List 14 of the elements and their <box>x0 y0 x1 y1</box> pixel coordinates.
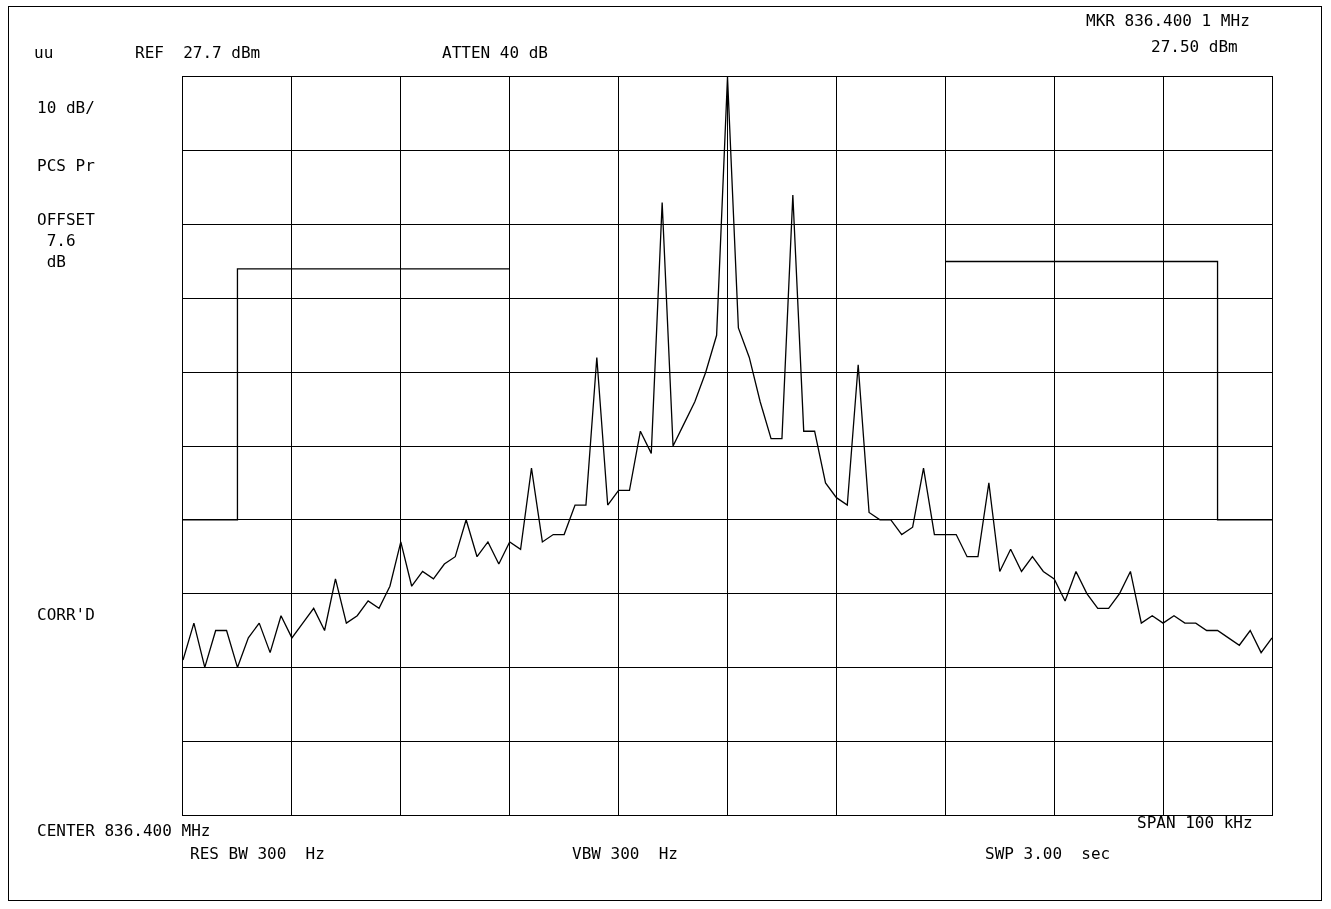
text: 27.50 dBm <box>1151 37 1238 56</box>
text: CENTER 836.400 MHz <box>37 821 211 840</box>
text: SWP 3.00 sec <box>985 844 1111 863</box>
annotation: SPAN 100 kHz <box>1137 813 1253 832</box>
text: ATTEN 40 dB <box>442 43 548 62</box>
text: MKR 836.400 1 MHz <box>1086 11 1250 30</box>
text: CORR'D <box>37 605 95 624</box>
text: VBW 300 Hz <box>572 844 678 863</box>
text: uu <box>34 43 54 62</box>
text: REF 27.7 dBm <box>135 43 261 62</box>
text: 10 dB/ <box>37 98 95 117</box>
text: OFFSET 7.6 dB <box>37 210 96 271</box>
text: PCS Pr <box>37 156 96 175</box>
text: RES BW 300 Hz <box>190 844 325 863</box>
